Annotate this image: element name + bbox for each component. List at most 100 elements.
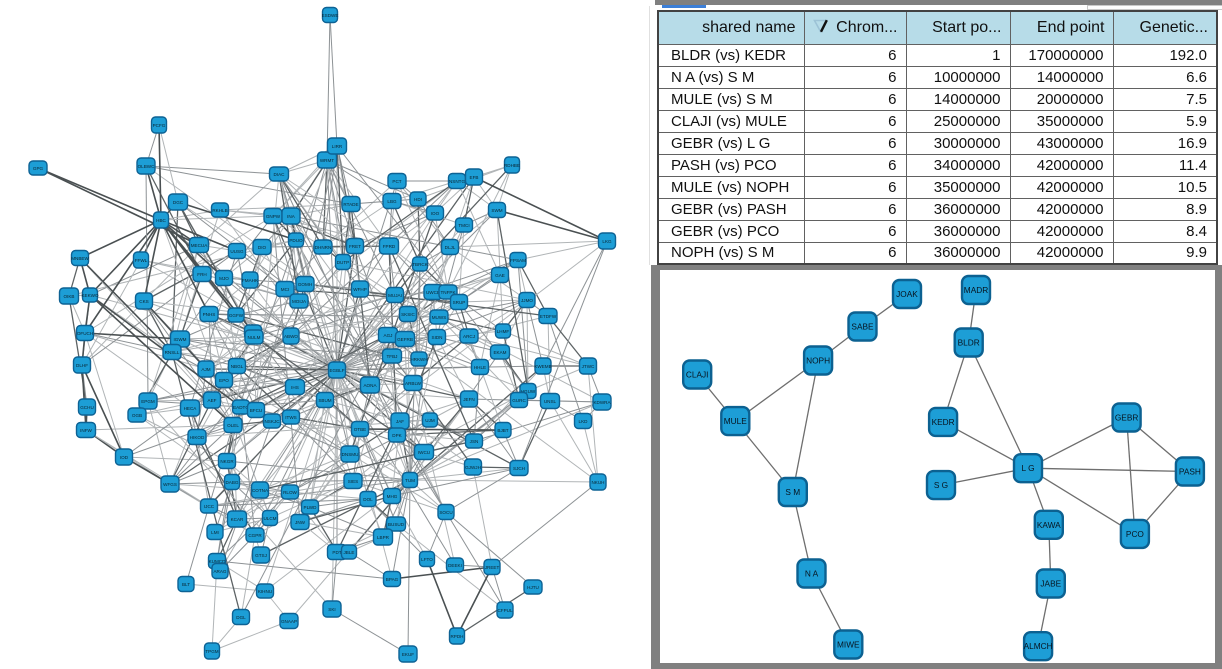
svg-text:BLDR: BLDR: [957, 337, 979, 347]
svg-text:KUMCD: KUMCD: [209, 559, 227, 564]
svg-text:PCO: PCO: [1125, 528, 1144, 538]
svg-text:JOAK: JOAK: [896, 289, 918, 299]
svg-text:JEFN: JEFN: [463, 397, 474, 402]
svg-text:RPDH: RPDH: [450, 634, 463, 639]
svg-text:DEEKI: DEEKI: [448, 563, 462, 568]
svg-text:NKUH: NKUH: [591, 480, 604, 485]
svg-text:MULE: MULE: [723, 416, 747, 426]
svg-text:SIES: SIES: [348, 479, 358, 484]
svg-text:MIWE: MIWE: [837, 639, 860, 649]
svg-text:OLEL: OLEL: [227, 423, 239, 428]
svg-text:LBG: LBG: [387, 199, 397, 204]
svg-text:HJTU: HJTU: [527, 585, 539, 590]
svg-text:S M: S M: [785, 487, 800, 497]
svg-text:SKI: SKI: [328, 607, 335, 612]
svg-text:HGUW: HGUW: [521, 389, 536, 394]
svg-text:L G: L G: [1021, 463, 1034, 473]
svg-text:KCAR: KCAR: [231, 517, 244, 522]
svg-text:RDHBE: RDHBE: [504, 163, 520, 168]
svg-text:JSN: JSN: [470, 439, 479, 444]
svg-text:SBUM: SBUM: [318, 398, 331, 403]
svg-text:TUM: TUM: [405, 478, 415, 483]
svg-text:LBPR: LBPR: [377, 535, 390, 540]
svg-text:GCHU: GCHU: [80, 405, 94, 410]
svg-text:DIAC: DIAC: [274, 172, 286, 177]
svg-text:SOCU: SOCU: [439, 510, 452, 515]
svg-text:EADTG: EADTG: [233, 405, 249, 410]
svg-text:OFUCH: OFUCH: [77, 331, 93, 336]
svg-text:IOD: IOD: [120, 455, 129, 460]
svg-text:IWCU: IWCU: [418, 450, 430, 455]
svg-text:SKSIC: SKSIC: [401, 312, 415, 317]
svg-text:SIDN: SIDN: [432, 335, 443, 340]
svg-text:WFHP: WFHP: [353, 287, 367, 292]
svg-text:AEF: AEF: [208, 398, 217, 403]
svg-text:ULCM: ULCM: [263, 516, 276, 521]
svg-text:GGFW: GGFW: [229, 313, 244, 318]
svg-text:DLJL: DLJL: [445, 245, 456, 250]
svg-text:TFBJ: TFBJ: [387, 354, 398, 359]
svg-text:GOMH: GOMH: [298, 282, 312, 287]
svg-text:MECUA: MECUA: [191, 243, 209, 248]
svg-text:HRKWH: HRKWH: [410, 357, 427, 362]
svg-text:OGB: OGB: [132, 413, 142, 418]
svg-text:DUTP: DUTP: [337, 260, 350, 265]
svg-text:FRET: FRET: [349, 244, 361, 249]
svg-text:TMCI: TMCI: [458, 223, 469, 228]
svg-text:FMAHK: FMAHK: [242, 278, 259, 283]
svg-text:PCT: PCT: [392, 179, 401, 184]
svg-text:PDUO: PDUO: [289, 238, 303, 243]
svg-text:AJM: AJM: [201, 367, 210, 372]
svg-text:UJM: UJM: [425, 418, 435, 423]
svg-text:MHG: MHG: [387, 494, 398, 499]
svg-text:ESDWE: ESDWE: [322, 13, 339, 18]
svg-text:AONA: AONA: [363, 383, 377, 388]
svg-text:OIKB: OIKB: [64, 294, 75, 299]
svg-text:KEDR: KEDR: [931, 416, 954, 426]
svg-text:WRMT: WRMT: [320, 158, 334, 163]
svg-text:FRH: FRH: [197, 272, 206, 277]
svg-text:UWCE: UWCE: [426, 290, 440, 295]
svg-text:HHLE: HHLE: [474, 365, 486, 370]
svg-text:TNFPK: TNFPK: [440, 290, 456, 295]
svg-text:LKG: LKG: [602, 239, 612, 244]
svg-text:ALMCH: ALMCH: [1023, 641, 1052, 651]
svg-text:NSKJC: NSKJC: [264, 419, 280, 424]
svg-text:MOIJA: MOIJA: [292, 299, 307, 304]
svg-text:ARAG: ARAG: [213, 569, 226, 574]
svg-text:NOPH: NOPH: [806, 355, 830, 365]
svg-text:PNHS: PNHS: [203, 312, 216, 317]
svg-text:BFCU: BFCU: [250, 408, 263, 413]
svg-text:NULM: NULM: [247, 335, 260, 340]
svg-text:KWEMB: KWEMB: [534, 364, 551, 369]
svg-text:SABE: SABE: [851, 321, 874, 331]
svg-text:EKUF: EKUF: [402, 652, 414, 657]
svg-text:GNPW: GNPW: [266, 214, 281, 219]
svg-text:MADR: MADR: [963, 285, 987, 295]
svg-text:ETDFW: ETDFW: [540, 314, 557, 319]
svg-text:BPAG: BPAG: [386, 577, 399, 582]
svg-text:DIO: DIO: [258, 245, 267, 250]
svg-text:UUSG: UUSG: [230, 249, 244, 254]
svg-text:IJCC: IJCC: [204, 504, 215, 509]
svg-text:DGL: DGL: [236, 615, 246, 620]
svg-text:GEFRB: GEFRB: [397, 337, 413, 342]
svg-text:HIKOD: HIKOD: [190, 435, 205, 440]
svg-text:LKD: LKD: [579, 419, 589, 424]
svg-text:CFPUL: CFPUL: [497, 608, 513, 613]
svg-text:FFWL: FFWL: [135, 258, 148, 263]
svg-text:LIRR: LIRR: [332, 144, 343, 149]
svg-text:GEBR: GEBR: [1114, 412, 1138, 422]
svg-text:SWM: SWM: [491, 208, 502, 213]
svg-text:NBGL: NBGL: [231, 364, 244, 369]
svg-text:ITWS: ITWS: [285, 415, 296, 420]
svg-text:GNAAP: GNAAP: [281, 619, 297, 624]
svg-text:BJBT: BJBT: [497, 428, 508, 433]
svg-text:SRUP: SRUP: [453, 300, 466, 305]
svg-text:GAE: GAE: [495, 273, 505, 278]
svg-text:IGWM: IGWM: [173, 337, 186, 342]
svg-text:HECA: HECA: [184, 406, 198, 411]
svg-text:N A: N A: [804, 568, 818, 578]
svg-text:IOO: IOO: [431, 211, 440, 216]
svg-text:PLWD: PLWD: [304, 505, 318, 510]
